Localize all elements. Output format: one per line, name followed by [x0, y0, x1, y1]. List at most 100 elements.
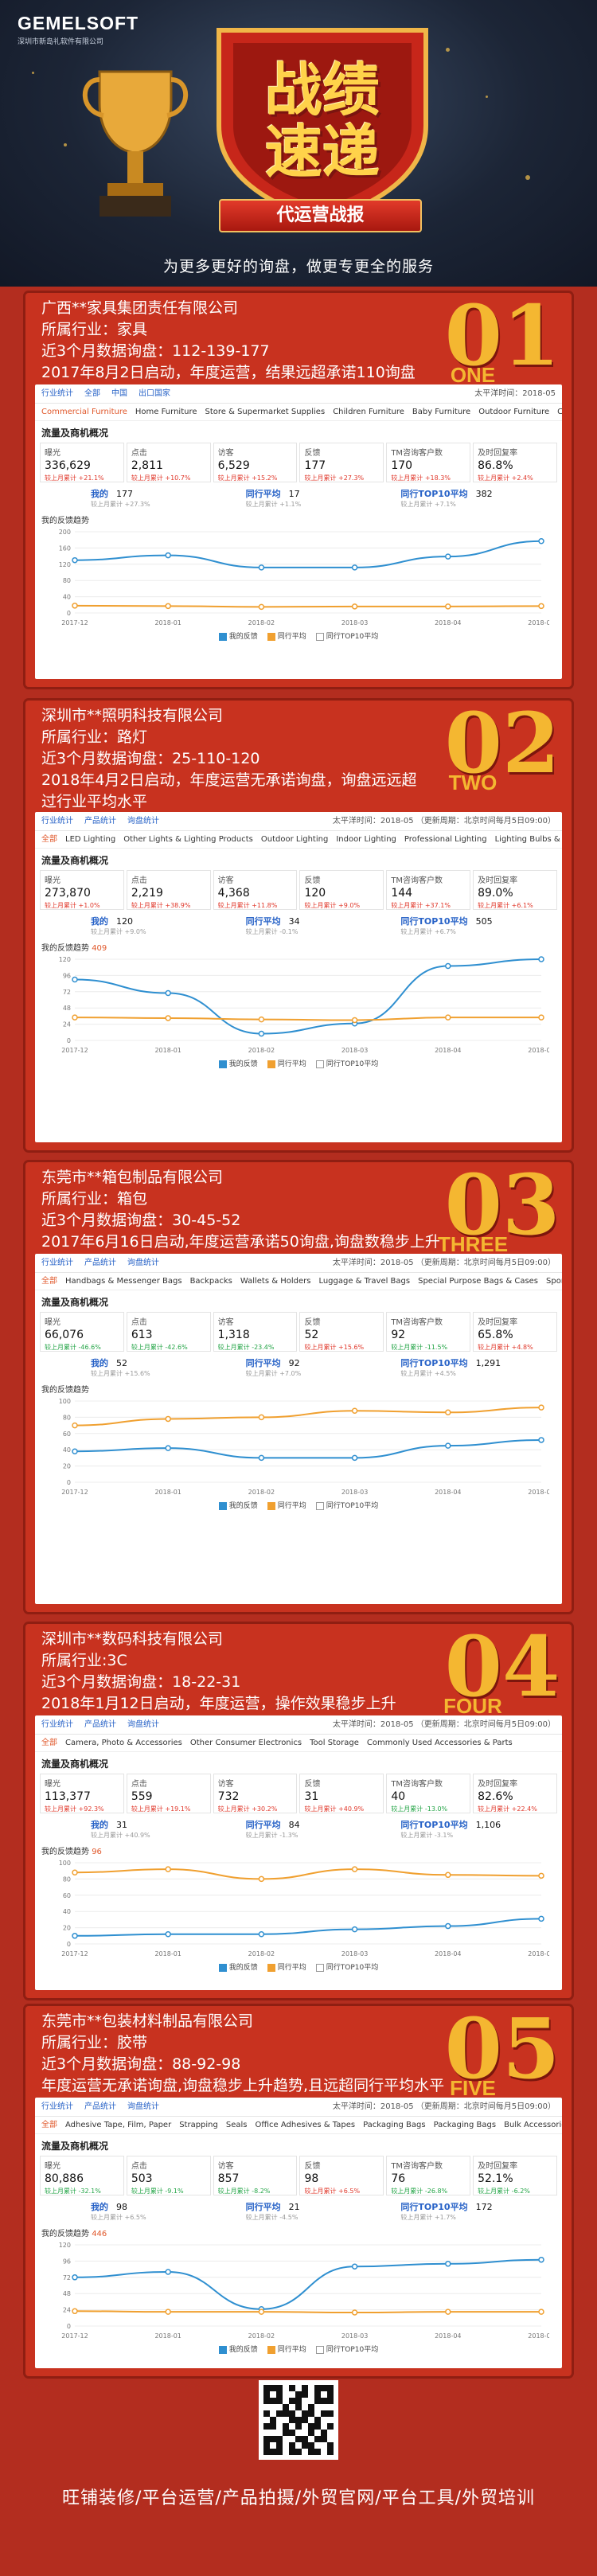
category-item[interactable]: Lighting Bulbs & [494, 835, 560, 844]
data-point[interactable] [351, 603, 358, 610]
legend-checkbox-icon[interactable] [267, 1963, 275, 1972]
category-item[interactable]: Seals [225, 2121, 248, 2129]
data-point[interactable] [72, 1448, 78, 1454]
category-item[interactable]: Other Consumer Electronics [189, 1739, 302, 1747]
category-item[interactable]: Baby Furniture [412, 408, 471, 416]
legend-checkbox-icon[interactable] [267, 1501, 275, 1510]
category-item[interactable]: Sports & Leisure Bags [546, 1277, 562, 1286]
legend-item[interactable]: 我的反馈 [218, 1060, 258, 1068]
metric-card[interactable]: 点击 503 较上月累计 -9.1% [126, 2156, 211, 2195]
metric-card[interactable]: 点击 559 较上月累计 +19.1% [126, 1774, 211, 1813]
category-item[interactable]: Professional Lighting [404, 835, 487, 844]
data-point[interactable] [351, 1454, 358, 1462]
stats-tab[interactable]: 行业统计 [41, 1720, 73, 1729]
data-point[interactable] [165, 2309, 171, 2315]
data-point[interactable] [165, 2269, 171, 2275]
data-point[interactable] [351, 1017, 358, 1024]
data-point[interactable] [351, 2309, 358, 2316]
category-item[interactable]: Backpacks [189, 1277, 232, 1286]
data-point[interactable] [445, 1872, 451, 1879]
data-point[interactable] [445, 1409, 451, 1416]
category-item[interactable]: Wallets & Holders [240, 1277, 311, 1286]
stats-tab[interactable]: 产品统计 [84, 2102, 116, 2111]
legend-checkbox-icon[interactable] [218, 1963, 227, 1972]
data-point[interactable] [445, 2261, 451, 2267]
legend-item[interactable]: 我的反馈 [218, 1963, 258, 1972]
metric-card[interactable]: 访客 732 较上月累计 +30.2% [213, 1774, 298, 1813]
data-point[interactable] [72, 2274, 78, 2281]
data-point[interactable] [72, 603, 78, 609]
data-point[interactable] [165, 1445, 171, 1451]
legend-checkbox-icon[interactable] [315, 632, 324, 641]
category-item[interactable]: Computer Hardware & Software [557, 408, 562, 416]
data-point[interactable] [258, 1875, 265, 1883]
data-point[interactable] [445, 962, 451, 970]
category-item[interactable]: Bulk Accessories [504, 2121, 562, 2129]
legend-checkbox-icon[interactable] [267, 632, 275, 641]
data-point[interactable] [258, 564, 265, 571]
metric-card[interactable]: 反馈 98 较上月累计 +6.5% [299, 2156, 384, 2195]
category-item[interactable]: Camera, Photo & Accessories [65, 1739, 182, 1747]
metric-card[interactable]: TM咨询客户数 170 较上月累计 +18.3% [386, 443, 471, 482]
data-point[interactable] [445, 1014, 451, 1021]
category-item[interactable]: Special Purpose Bags & Cases [418, 1277, 539, 1286]
data-point[interactable] [538, 1014, 544, 1021]
data-point[interactable] [445, 553, 451, 560]
stats-tab[interactable]: 询盘统计 [127, 2102, 159, 2111]
data-point[interactable] [165, 1415, 171, 1423]
legend-checkbox-icon[interactable] [315, 1501, 324, 1510]
legend-item[interactable]: 同行平均 [267, 2345, 306, 2354]
legend-checkbox-icon[interactable] [315, 1060, 324, 1068]
stats-tab[interactable]: 询盘统计 [127, 817, 159, 825]
category-item[interactable]: Indoor Lighting [336, 835, 396, 844]
data-point[interactable] [351, 2263, 358, 2270]
category-item[interactable]: Packaging Bags [363, 2121, 426, 2129]
category-item[interactable]: Luggage & Travel Bags [318, 1277, 411, 1286]
data-point[interactable] [258, 1414, 265, 1421]
stats-tab[interactable]: 行业统计 [41, 817, 73, 825]
metric-card[interactable]: TM咨询客户数 40 较上月累计 -13.0% [386, 1774, 471, 1813]
category-item[interactable]: Tool Storage [310, 1739, 359, 1747]
metric-card[interactable]: 及时回复率 52.1% 较上月累计 -6.2% [473, 2156, 557, 2195]
data-point[interactable] [258, 1931, 265, 1938]
legend-checkbox-icon[interactable] [267, 1060, 275, 1068]
category-item[interactable]: Home Furniture [135, 408, 197, 416]
stats-tab[interactable]: 产品统计 [84, 817, 116, 825]
data-point[interactable] [351, 1866, 358, 1872]
metric-card[interactable]: 点击 2,219 较上月累计 +38.9% [126, 870, 211, 910]
data-point[interactable] [165, 552, 171, 559]
data-point[interactable] [72, 2308, 78, 2315]
category-item[interactable]: Handbags & Messenger Bags [65, 1277, 182, 1286]
legend-item[interactable]: 同行TOP10平均 [315, 2345, 378, 2354]
data-point[interactable] [351, 1407, 358, 1414]
legend-item[interactable]: 同行平均 [267, 1060, 306, 1068]
legend-item[interactable]: 我的反馈 [218, 632, 258, 641]
legend-checkbox-icon[interactable] [218, 1501, 227, 1510]
brand-logo[interactable]: GEMELSOFT 深圳市新岛礼软件有限公司 [18, 13, 139, 46]
category-item[interactable]: Office Adhesives & Tapes [255, 2121, 356, 2129]
legend-checkbox-icon[interactable] [315, 1963, 324, 1972]
stats-tab[interactable]: 中国 [111, 389, 127, 398]
legend-item[interactable]: 我的反馈 [218, 1501, 258, 1510]
legend-item[interactable]: 同行TOP10平均 [315, 1501, 378, 1510]
data-point[interactable] [165, 1015, 171, 1021]
metric-card[interactable]: 反馈 31 较上月累计 +40.9% [299, 1774, 384, 1813]
data-point[interactable] [538, 2256, 544, 2263]
data-point[interactable] [72, 1014, 78, 1021]
category-item[interactable]: Other Lights & Lighting Products [123, 835, 253, 844]
stats-tab[interactable]: 行业统计 [41, 1259, 73, 1267]
category-item[interactable]: 全部 [41, 835, 57, 844]
data-point[interactable] [258, 2309, 265, 2315]
legend-checkbox-icon[interactable] [315, 2345, 324, 2354]
category-item[interactable]: Packaging Bags [433, 2121, 497, 2129]
stats-tab[interactable]: 行业统计 [41, 2102, 73, 2111]
data-point[interactable] [258, 603, 265, 611]
data-point[interactable] [72, 1422, 78, 1429]
qr-code[interactable] [259, 2380, 338, 2460]
category-item[interactable]: Store & Supermarket Supplies [205, 408, 326, 416]
data-point[interactable] [445, 1442, 451, 1449]
category-item[interactable]: Adhesive Tape, Film, Paper [65, 2121, 172, 2129]
metric-card[interactable]: 及时回复率 65.8% 较上月累计 +4.8% [473, 1312, 557, 1352]
metric-card[interactable]: 曝光 80,886 较上月累计 -32.1% [40, 2156, 124, 2195]
stats-tab[interactable]: 全部 [84, 389, 100, 398]
